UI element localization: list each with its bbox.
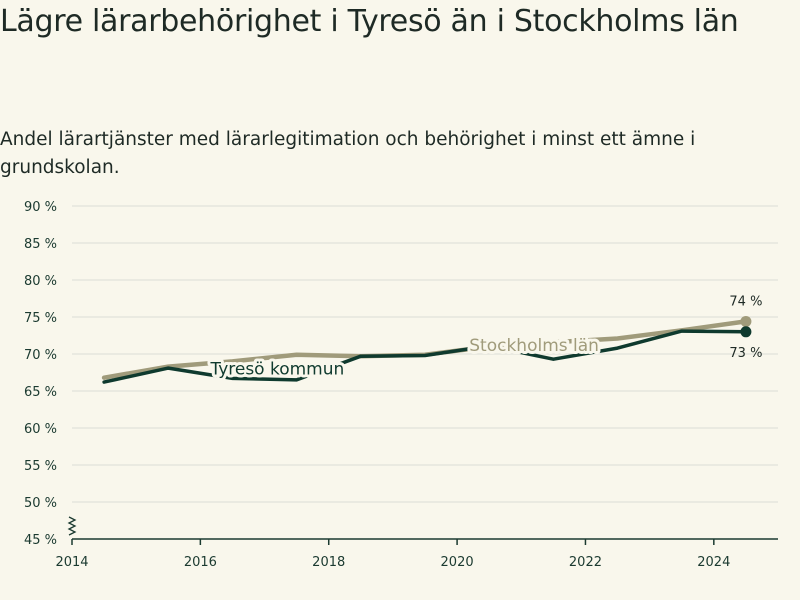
chart-title: Lägre lärarbehörighet i Tyresö än i Stoc… <box>0 4 739 39</box>
x-tick-label: 2014 <box>55 555 88 570</box>
series-end-point <box>740 326 752 338</box>
x-tick-label: 2022 <box>569 555 602 570</box>
x-tick-label: 2016 <box>184 555 217 570</box>
series-end-value-label: 73 % <box>729 346 762 361</box>
x-tick-label: 2024 <box>697 555 730 570</box>
series-name-label: Tyresö kommun <box>209 360 344 380</box>
y-tick-label: 75 % <box>24 311 57 326</box>
x-axis-ticks: 2014 2016 2018 2020 2022 2024 <box>55 539 730 570</box>
y-tick-label: 70 % <box>24 348 57 363</box>
x-tick-label: 2020 <box>441 555 474 570</box>
y-tick-label: 80 % <box>24 274 57 289</box>
y-axis-ticks: 45 % 50 % 55 % 60 % 65 % 70 % 75 % 80 % 85 % 90 % <box>24 200 57 548</box>
series-end-point <box>740 315 752 327</box>
series-line <box>102 329 748 384</box>
line-chart: 45 % 50 % 55 % 60 % 65 % 70 % 75 % 80 % 85 % 90 %… <box>24 200 778 570</box>
series-lines <box>101 315 752 384</box>
y-tick-label: 85 % <box>24 237 57 252</box>
y-tick-label: 60 % <box>24 422 57 437</box>
y-tick-label: 50 % <box>24 496 57 511</box>
series-name-label: Stockholms län <box>469 336 599 356</box>
y-tick-label: 55 % <box>24 459 57 474</box>
y-tick-label: 90 % <box>24 200 57 215</box>
y-tick-label: 45 % <box>24 533 57 548</box>
gridlines <box>67 205 778 540</box>
y-tick-label: 65 % <box>24 385 57 400</box>
x-tick-label: 2018 <box>312 555 345 570</box>
axis-break-icon <box>67 516 77 536</box>
chart-subtitle: Andel lärartjänster med lärarlegitimatio… <box>0 129 696 178</box>
series-line <box>101 319 749 380</box>
series-end-value-label: 74 % <box>729 294 762 309</box>
series-labels: 74 % 73 % Stockholms län Tyresö kommun <box>206 294 762 382</box>
